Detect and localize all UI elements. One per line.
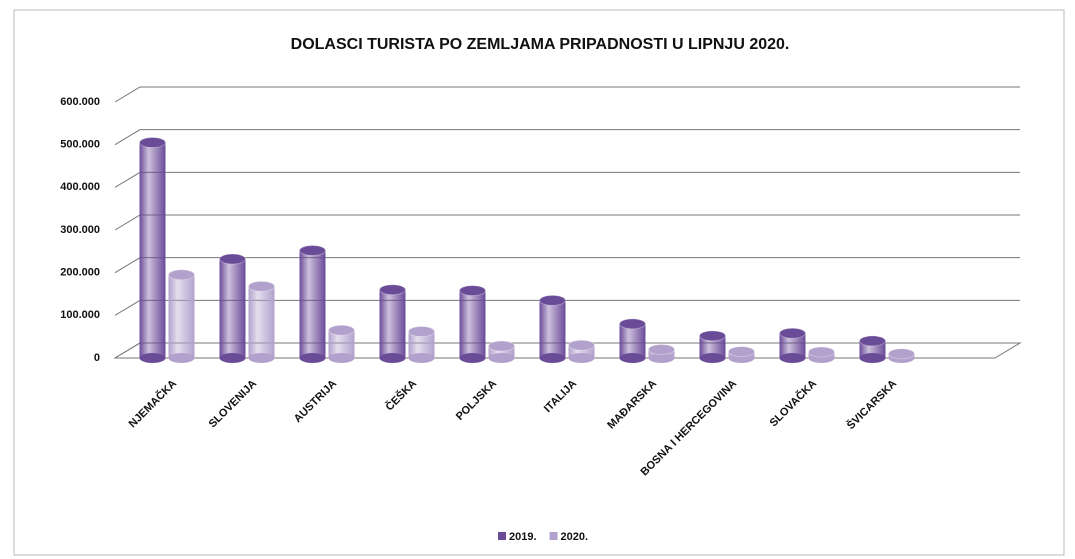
bar <box>379 289 406 358</box>
bar-cap <box>568 339 595 351</box>
bar-cap <box>459 285 486 297</box>
legend-swatch <box>498 532 506 540</box>
grid-line <box>114 86 1020 103</box>
bar-cap <box>648 343 675 355</box>
legend-label: 2020. <box>561 531 589 543</box>
bar-cap <box>379 284 406 296</box>
y-tick-label: 500.000 <box>60 139 100 151</box>
y-tick-label: 600.000 <box>60 96 100 108</box>
bar-cap <box>728 346 755 358</box>
y-tick-label: 0 <box>94 352 100 364</box>
bar-cap <box>139 137 166 149</box>
bar-cap <box>328 324 355 336</box>
bar-cap <box>248 280 275 292</box>
y-tick-label: 300.000 <box>60 224 100 236</box>
bar-cap <box>808 346 835 358</box>
bar-cap <box>779 327 806 339</box>
bar-cap <box>168 269 195 281</box>
bar <box>168 274 195 358</box>
bar <box>488 346 515 358</box>
y-tick-label: 400.000 <box>60 181 100 193</box>
legend-swatch <box>549 532 558 540</box>
grid-line <box>114 129 1020 146</box>
bar <box>459 290 486 358</box>
y-tick-label: 100.000 <box>60 309 100 321</box>
bar-cap <box>219 253 246 265</box>
bar <box>219 259 246 358</box>
bar <box>699 335 726 358</box>
bar <box>539 300 566 358</box>
y-tick-label: 200.000 <box>60 267 100 279</box>
bar-cap <box>619 318 646 330</box>
bar-cap <box>699 330 726 342</box>
bar <box>619 323 646 358</box>
chart-title: DOLASCI TURISTA PO ZEMLJAMA PRIPADNOSTI … <box>291 36 790 53</box>
bar-cap <box>408 326 435 338</box>
bar <box>299 250 326 358</box>
bar-cap <box>888 348 915 360</box>
bar-cap <box>859 335 886 347</box>
bar <box>248 286 275 358</box>
legend-label: 2019. <box>509 531 537 543</box>
bar-cap <box>299 244 326 256</box>
bar-cap <box>488 340 515 352</box>
bar <box>139 142 166 358</box>
bar-cap <box>539 294 566 306</box>
